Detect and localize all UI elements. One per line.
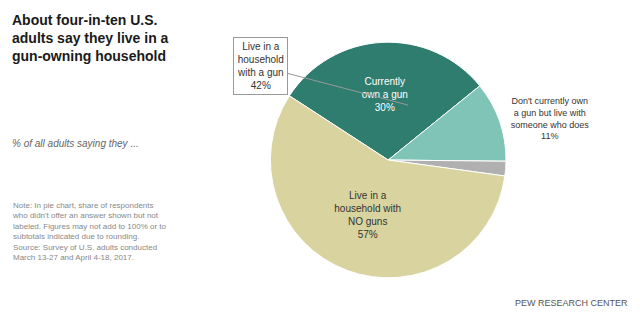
svg-text:% of all adults saying they ..: % of all adults saying they ...	[12, 138, 139, 149]
svg-text:About four-in-ten U.S.adults s: About four-in-ten U.S.adults say they li…	[12, 12, 169, 64]
svg-text:Currentlyown a gun30%: Currentlyown a gun30%	[362, 76, 408, 113]
svg-text:Live in ahousehold withNO guns: Live in ahousehold withNO guns57%	[334, 190, 401, 240]
svg-text:Live in ahouseholdwith a gun42: Live in ahouseholdwith a gun42%	[237, 41, 284, 91]
svg-text:Don't currently owna gun but l: Don't currently owna gun but live withso…	[511, 96, 590, 141]
svg-text:Note: In pie chart, share of r: Note: In pie chart, share of respondents…	[12, 201, 167, 262]
svg-text:PEW RESEARCH CENTER: PEW RESEARCH CENTER	[515, 298, 628, 308]
